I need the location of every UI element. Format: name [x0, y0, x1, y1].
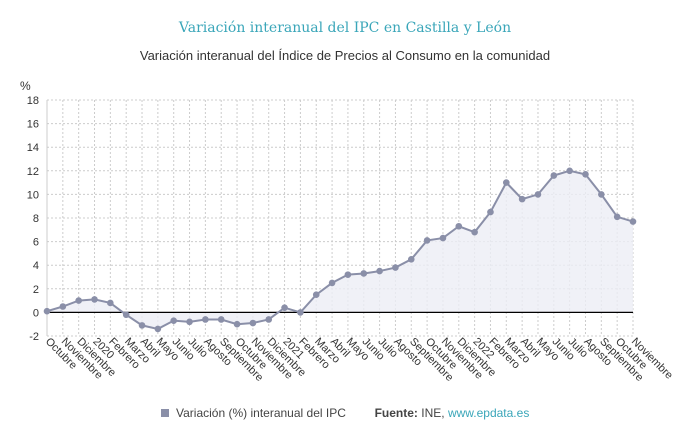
data-point [423, 237, 431, 244]
data-point [186, 318, 193, 326]
source-text: INE, [421, 406, 445, 420]
data-point [455, 222, 463, 230]
chart-subtitle: Variación interanual del Índice de Preci… [139, 48, 551, 63]
y-tick-label: 14 [27, 142, 39, 154]
data-point [107, 299, 114, 307]
source-label: Fuente: [374, 406, 418, 420]
data-point [265, 316, 273, 323]
legend-series-label: Variación (%) interanual del IPC [176, 406, 346, 420]
data-point [360, 270, 368, 277]
y-tick-label: 2 [33, 284, 39, 296]
y-axis-label: % [20, 79, 31, 93]
data-point [518, 195, 526, 203]
data-point [407, 255, 415, 263]
data-point [550, 172, 558, 179]
data-point [613, 213, 621, 221]
data-point [439, 234, 447, 242]
data-point [344, 271, 352, 278]
data-point [534, 191, 542, 198]
legend: Variación (%) interanual del IPC Fuente:… [0, 406, 690, 420]
data-point [392, 264, 399, 271]
data-point [43, 307, 51, 315]
data-point [59, 303, 67, 310]
legend-swatch [160, 408, 169, 417]
data-point [502, 179, 510, 186]
y-tick-label: -2 [29, 331, 39, 343]
point-layer [43, 167, 637, 333]
y-tick-label: 12 [27, 166, 39, 178]
data-point [598, 191, 605, 198]
y-axis: -2 0 2 4 6 8 10 12 14 16 18 [27, 95, 39, 343]
x-axis: OctubreNoviembreDiciembre2020FebreroMarz… [43, 336, 675, 384]
data-point [582, 171, 589, 178]
data-point [249, 319, 257, 327]
data-point [202, 316, 209, 323]
y-tick-label: 4 [33, 260, 39, 272]
data-point [170, 317, 178, 324]
data-point [328, 279, 336, 287]
y-tick-label: 10 [27, 189, 39, 201]
data-point [233, 320, 241, 328]
chart-title: Variación interanual del IPC en Castilla… [178, 20, 512, 36]
series-area [47, 170, 633, 329]
y-tick-label: 18 [27, 95, 39, 107]
data-point [154, 325, 162, 333]
data-point [138, 322, 146, 329]
data-point [566, 167, 573, 175]
data-point [629, 218, 637, 225]
data-point [471, 228, 478, 236]
data-point [122, 311, 130, 319]
data-point [75, 297, 82, 304]
data-point [376, 267, 383, 275]
data-point [297, 309, 304, 316]
source-link[interactable]: www.epdata.es [447, 406, 530, 420]
data-point [281, 304, 288, 311]
y-tick-label: 8 [33, 213, 39, 225]
data-point [487, 208, 494, 216]
data-point [312, 291, 320, 299]
data-point [217, 316, 225, 323]
data-point [91, 296, 98, 303]
y-tick-label: 16 [27, 119, 39, 131]
y-tick-label: 6 [33, 237, 39, 249]
y-tick-label: 0 [33, 307, 39, 319]
area-layer [47, 170, 633, 329]
